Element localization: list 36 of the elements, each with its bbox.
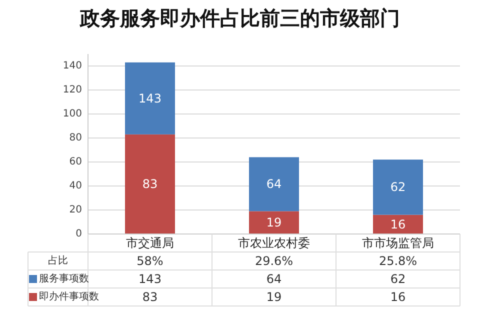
data-label: 16 [390, 290, 406, 304]
total-label: 62 [390, 272, 406, 286]
y-tick-label: 80 [69, 132, 82, 144]
bar [373, 160, 423, 215]
text: 143 [138, 91, 162, 106]
x-tick-label: 市市场监管局 [362, 236, 434, 250]
bar [125, 62, 175, 134]
text: 83 [142, 177, 158, 192]
x-tick-label: 市农业农村委 [238, 236, 310, 250]
text: 29.6% [254, 254, 294, 268]
y-tick-label: 20 [69, 204, 82, 216]
text: 62 [390, 180, 406, 194]
data-label: 83 [142, 290, 158, 304]
y-tick-label: 120 [62, 84, 82, 96]
data-label: 19 [266, 290, 282, 304]
y-tick-label: 100 [62, 108, 82, 120]
total-label: 143 [138, 272, 162, 286]
bar [125, 134, 175, 234]
y-tick-label: 60 [69, 156, 82, 168]
bar [249, 157, 299, 212]
y-tick-label: 40 [69, 180, 82, 192]
text: 16 [390, 217, 406, 232]
legend-label: 服务事项数 [39, 272, 89, 284]
bar [373, 214, 423, 234]
x-tick-label: 市交通局 [126, 236, 174, 250]
y-tick-label: 0 [76, 228, 82, 240]
total-label: 64 [266, 272, 282, 286]
chart-title: 政务服务即办件占比前三的市级部门 [79, 6, 400, 30]
text: 64 [266, 177, 282, 192]
y-tick-label: 140 [62, 60, 82, 72]
text: 25.8% [378, 254, 418, 268]
legend-label: 即办件事项数 [39, 290, 99, 302]
text: 19 [266, 216, 282, 230]
bar [249, 211, 299, 234]
text: 58% [136, 254, 164, 268]
text: 占比 [48, 254, 68, 266]
